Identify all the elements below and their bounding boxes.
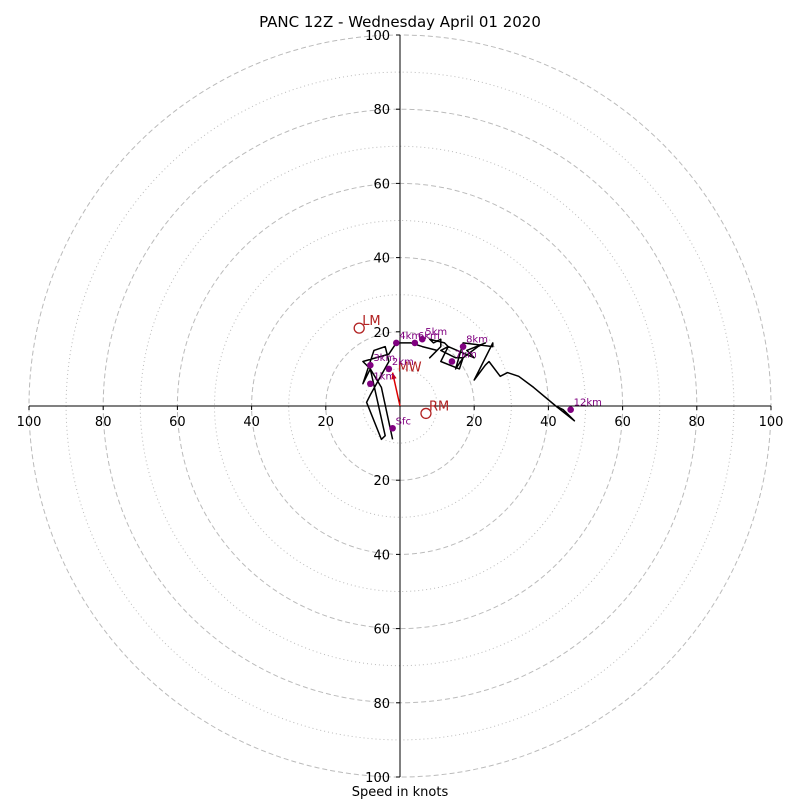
- x-tick-label: 20: [318, 415, 335, 430]
- height-point-sfc: [389, 424, 396, 432]
- x-tick-label: 60: [614, 415, 631, 430]
- y-tick-label: 20: [373, 326, 390, 341]
- height-label-8km: 8km: [466, 335, 488, 346]
- height-point-2km: [385, 365, 393, 373]
- mean-wind-label: MW: [398, 361, 422, 376]
- y-tick-label: 40: [373, 252, 390, 267]
- motion-label-lm: LM: [362, 314, 380, 329]
- y-tick-label: 40: [373, 548, 390, 563]
- motion-marker-lm: [353, 322, 365, 334]
- x-tick-label: 20: [466, 415, 483, 430]
- height-point-12km: [567, 406, 574, 414]
- height-point-4km: [392, 339, 400, 347]
- trace-line: [362, 338, 576, 441]
- x-axis-label: Speed in knots: [352, 785, 449, 800]
- x-tick-label: 100: [759, 415, 784, 430]
- motion-marker-rm: [420, 407, 432, 420]
- height-label-12km: 12km: [574, 398, 602, 409]
- height-point-3km: [367, 361, 374, 369]
- height-label-sfc: Sfc: [396, 416, 411, 427]
- y-tick-label: 60: [373, 177, 390, 192]
- wind-trace: [362, 338, 576, 441]
- y-tick-label: 20: [373, 474, 390, 489]
- height-label-7km: 7km: [455, 349, 477, 360]
- x-tick-label: 100: [17, 415, 42, 430]
- height-label-4km: 4km: [399, 331, 421, 342]
- y-tick-label: 80: [373, 697, 390, 712]
- y-tick-label: 80: [373, 103, 390, 118]
- height-point-5km: [418, 335, 426, 343]
- y-tick-label: 100: [365, 29, 390, 44]
- height-label-2km: 2km: [392, 357, 414, 368]
- y-tick-label: 60: [373, 623, 390, 638]
- x-tick-label: 40: [540, 415, 557, 430]
- height-point-7km: [448, 358, 456, 365]
- height-label-5km: 5km: [425, 327, 447, 338]
- height-label-1km: 1km: [373, 372, 395, 383]
- x-tick-label: 40: [243, 415, 260, 430]
- mean-wind: MW: [391, 361, 422, 407]
- height-point-1km: [367, 380, 374, 388]
- storm-motion-markers: LM RM: [353, 314, 449, 420]
- height-label-3km: 3km: [373, 353, 395, 364]
- motion-label-rm: RM: [429, 399, 449, 414]
- axes: 100 100 80 80 60 60 40 40 20 20 20 20 40 40 60 60 80 80 10…: [17, 29, 784, 786]
- mean-wind-arrowhead: [391, 372, 397, 380]
- height-label-6km: 6km: [418, 331, 440, 342]
- x-tick-label: 60: [169, 415, 186, 430]
- x-tick-label: 80: [95, 415, 112, 430]
- x-tick-label: 80: [689, 415, 706, 430]
- chart-title: PANC 12Z - Wednesday April 01 2020: [259, 13, 541, 31]
- y-tick-label: 100: [365, 771, 390, 786]
- height-point-6km: [411, 339, 419, 347]
- height-point-8km: [459, 343, 467, 350]
